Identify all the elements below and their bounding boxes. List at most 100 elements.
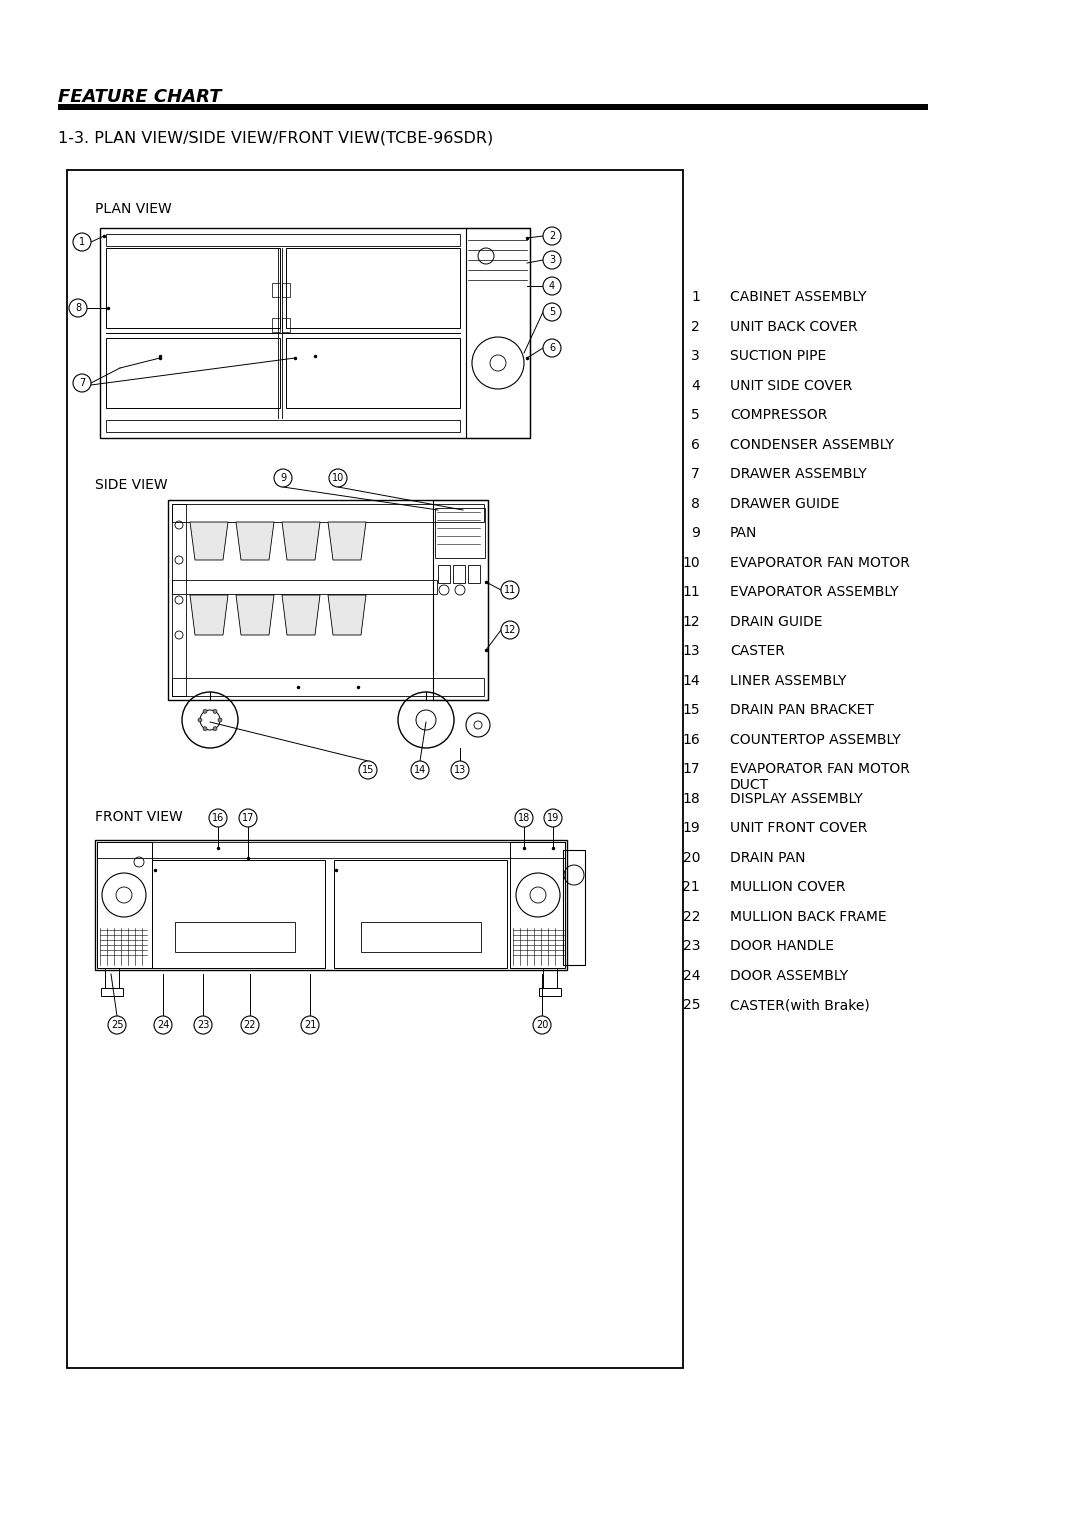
Bar	[282, 318, 291, 332]
Circle shape	[218, 718, 222, 723]
Circle shape	[154, 1016, 172, 1034]
Bar	[286, 248, 460, 329]
Bar	[272, 318, 280, 332]
Text: CABINET ASSEMBLY: CABINET ASSEMBLY	[730, 290, 866, 304]
Text: CONDENSER ASSEMBLY: CONDENSER ASSEMBLY	[730, 437, 894, 451]
Circle shape	[451, 761, 469, 779]
Text: 25: 25	[111, 1021, 123, 1030]
Text: MULLION COVER: MULLION COVER	[730, 880, 846, 894]
Text: EVAPORATOR FAN MOTOR: EVAPORATOR FAN MOTOR	[730, 556, 909, 570]
Text: 13: 13	[683, 643, 700, 659]
Text: 3: 3	[691, 348, 700, 364]
Circle shape	[534, 1016, 551, 1034]
Bar	[67, 170, 683, 1368]
Bar	[106, 234, 460, 246]
Bar	[433, 500, 488, 700]
Text: PLAN VIEW: PLAN VIEW	[95, 202, 172, 215]
Text: 12: 12	[683, 614, 700, 628]
Text: 25: 25	[683, 998, 700, 1012]
Text: 1: 1	[691, 290, 700, 304]
Text: 3: 3	[549, 255, 555, 264]
Text: 10: 10	[683, 556, 700, 570]
Text: 6: 6	[549, 342, 555, 353]
Circle shape	[274, 469, 292, 487]
Text: UNIT BACK COVER: UNIT BACK COVER	[730, 319, 858, 333]
Text: DRAIN GUIDE: DRAIN GUIDE	[730, 614, 823, 628]
Text: 4: 4	[549, 281, 555, 290]
Text: 1-3. PLAN VIEW/SIDE VIEW/FRONT VIEW(TCBE-96SDR): 1-3. PLAN VIEW/SIDE VIEW/FRONT VIEW(TCBE…	[58, 130, 494, 145]
Text: 13: 13	[454, 766, 467, 775]
Text: DRAWER GUIDE: DRAWER GUIDE	[730, 497, 839, 510]
Text: 16: 16	[683, 732, 700, 747]
Text: 8: 8	[691, 497, 700, 510]
Bar	[152, 860, 325, 969]
Circle shape	[108, 1016, 126, 1034]
Bar	[175, 921, 295, 952]
Circle shape	[69, 299, 87, 316]
Bar	[438, 565, 450, 584]
Text: DRAIN PAN: DRAIN PAN	[730, 851, 806, 865]
Circle shape	[359, 761, 377, 779]
Circle shape	[544, 808, 562, 827]
Text: 20: 20	[683, 851, 700, 865]
Text: DOOR HANDLE: DOOR HANDLE	[730, 940, 834, 953]
Bar	[468, 565, 480, 584]
Bar	[543, 969, 557, 989]
Bar	[435, 507, 485, 558]
Circle shape	[411, 761, 429, 779]
Circle shape	[301, 1016, 319, 1034]
Text: DOOR ASSEMBLY: DOOR ASSEMBLY	[730, 969, 848, 983]
Text: FRONT VIEW: FRONT VIEW	[95, 810, 183, 824]
Text: 24: 24	[683, 969, 700, 983]
Text: UNIT SIDE COVER: UNIT SIDE COVER	[730, 379, 852, 393]
Text: 18: 18	[518, 813, 530, 824]
Circle shape	[203, 709, 207, 714]
Text: 22: 22	[683, 909, 700, 923]
Polygon shape	[190, 594, 228, 636]
Polygon shape	[237, 523, 274, 559]
Polygon shape	[328, 594, 366, 636]
Text: 24: 24	[157, 1021, 170, 1030]
Circle shape	[239, 808, 257, 827]
Bar	[97, 842, 565, 859]
Circle shape	[543, 339, 561, 358]
Circle shape	[210, 808, 227, 827]
Text: 5: 5	[691, 408, 700, 422]
Circle shape	[73, 374, 91, 393]
Text: 9: 9	[280, 474, 286, 483]
Text: 2: 2	[691, 319, 700, 333]
Bar	[100, 228, 530, 439]
Text: PAN: PAN	[730, 526, 757, 539]
Bar	[105, 969, 119, 989]
Bar	[172, 504, 484, 523]
Text: 1: 1	[79, 237, 85, 248]
Text: 16: 16	[212, 813, 225, 824]
Circle shape	[515, 808, 534, 827]
Bar	[361, 921, 481, 952]
Bar	[510, 842, 565, 969]
Bar	[102, 989, 123, 996]
Circle shape	[543, 228, 561, 244]
Text: 9: 9	[691, 526, 700, 539]
Bar	[106, 338, 280, 408]
Circle shape	[198, 718, 202, 723]
Bar	[172, 678, 484, 695]
Bar	[106, 248, 280, 329]
Text: SUCTION PIPE: SUCTION PIPE	[730, 348, 826, 364]
Text: 21: 21	[303, 1021, 316, 1030]
Text: EVAPORATOR ASSEMBLY: EVAPORATOR ASSEMBLY	[730, 585, 899, 599]
Text: 7: 7	[79, 377, 85, 388]
Polygon shape	[328, 523, 366, 559]
Bar	[97, 842, 152, 969]
Bar	[272, 283, 280, 296]
Polygon shape	[237, 594, 274, 636]
Polygon shape	[282, 594, 320, 636]
Circle shape	[543, 251, 561, 269]
Text: SIDE VIEW: SIDE VIEW	[95, 478, 167, 492]
Text: 14: 14	[414, 766, 427, 775]
Text: 6: 6	[691, 437, 700, 451]
Text: 20: 20	[536, 1021, 549, 1030]
Bar	[172, 581, 437, 594]
Text: 18: 18	[683, 792, 700, 805]
Bar	[58, 104, 928, 110]
